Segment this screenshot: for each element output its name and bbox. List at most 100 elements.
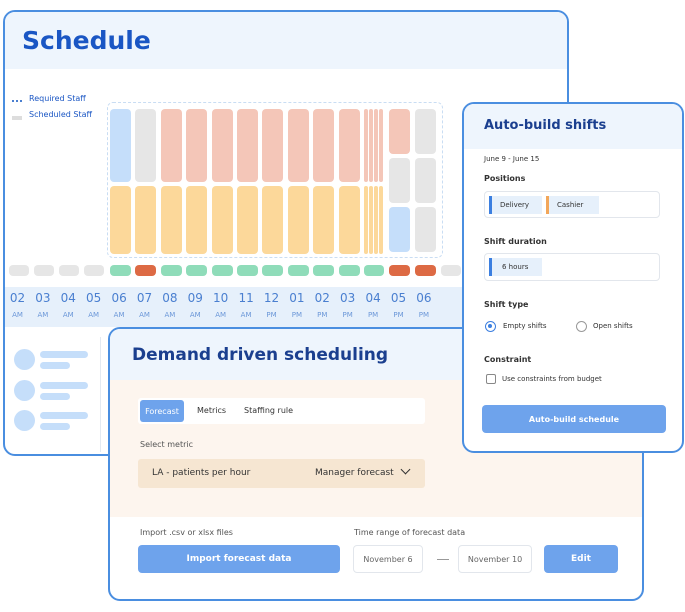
header	[464, 104, 682, 149]
hour: 04	[365, 291, 381, 305]
status-pill	[237, 265, 258, 276]
hour: 03	[35, 291, 51, 305]
tab[interactable]: Staffing rule	[244, 406, 294, 415]
name-bar	[40, 423, 70, 430]
chip[interactable]: Delivery	[489, 196, 542, 214]
hour: 11	[238, 291, 254, 305]
shift-block	[389, 109, 410, 154]
radio[interactable]	[576, 321, 587, 332]
tab[interactable]: Metrics	[197, 406, 227, 415]
hour: 06	[111, 291, 127, 305]
shift-block	[374, 186, 378, 254]
label: Shift type	[484, 300, 529, 309]
period: PM	[266, 311, 277, 319]
hour: 09	[187, 291, 203, 305]
shift-block	[110, 186, 131, 254]
legend-swatch	[12, 100, 22, 102]
tabs	[138, 398, 425, 424]
period: AM	[113, 311, 125, 319]
edit-button[interactable]: Edit	[544, 545, 618, 573]
auto-build-button[interactable]: Auto-build schedule	[482, 405, 666, 433]
shift-block	[186, 186, 208, 254]
shift-block	[237, 109, 258, 182]
header	[5, 12, 567, 69]
shift-block	[313, 186, 335, 254]
period: PM	[342, 311, 353, 319]
status-pill	[186, 265, 208, 276]
date-input[interactable]: November 6	[353, 545, 423, 573]
period: PM	[367, 311, 379, 319]
status-pill	[441, 265, 461, 276]
status-pill	[110, 265, 131, 276]
avatar	[14, 380, 35, 401]
shift-block	[338, 109, 360, 182]
shift-block	[160, 109, 182, 182]
chip[interactable]: 6 hours	[489, 258, 542, 276]
status-pill	[262, 265, 284, 276]
hour: 10	[213, 291, 229, 305]
period: PM	[393, 311, 404, 319]
status-pill	[135, 265, 157, 276]
period: AM	[37, 311, 49, 319]
hours: 02 AM 03 AM 04 AM 05 AM 06 AM 07 AM 08 AM 09 AM 10 AM 11 AM…	[5, 287, 567, 327]
tab[interactable]: Forecast	[140, 400, 184, 422]
auto-build-card: Auto-build shifts June 9 - June 15 Posit…	[462, 102, 684, 453]
name-bar	[40, 393, 70, 400]
shift-block	[389, 207, 410, 252]
status-pill	[364, 265, 384, 276]
shift-block	[211, 109, 233, 182]
import-button[interactable]: Import forecast data	[138, 545, 340, 573]
status-pill	[9, 265, 29, 276]
name-bar	[40, 412, 88, 419]
shift-block	[338, 186, 360, 254]
shift-block	[237, 186, 258, 254]
period: AM	[62, 311, 74, 319]
shift-block	[262, 109, 284, 182]
shift-block	[369, 109, 373, 182]
label: Constraint	[484, 355, 532, 364]
shift-bars	[5, 12, 567, 454]
avatar	[14, 349, 35, 370]
status-pill	[415, 265, 436, 276]
radio-label: Empty shifts	[503, 322, 547, 330]
radio[interactable]	[485, 321, 496, 332]
name-bar	[40, 351, 88, 358]
hour: 03	[340, 291, 356, 305]
period: AM	[88, 311, 100, 319]
hour: 08	[162, 291, 178, 305]
demand-card: Demand driven scheduling Forecast Metric…	[108, 327, 644, 601]
date-range: June 9 - June 15	[484, 155, 540, 163]
status-pill	[84, 265, 104, 276]
name-bar	[40, 382, 88, 389]
period: PM	[291, 311, 303, 319]
people	[5, 337, 105, 454]
label: Select metric	[140, 440, 193, 449]
shift-block	[389, 158, 410, 203]
shift-block	[364, 109, 368, 182]
hour: 07	[136, 291, 153, 305]
shift-block	[415, 158, 436, 203]
chip[interactable]: Cashier	[546, 196, 599, 214]
period: PM	[418, 311, 430, 319]
avatar	[14, 410, 35, 431]
shift-block	[379, 109, 383, 182]
period: AM	[139, 311, 150, 319]
dash	[437, 559, 449, 560]
hour: 05	[390, 291, 407, 305]
hour: 05	[86, 291, 102, 305]
status-pill	[389, 265, 410, 276]
hour: 12	[263, 291, 280, 305]
shift-block	[135, 109, 157, 182]
date-input[interactable]: November 10	[458, 545, 532, 573]
dropdown[interactable]	[138, 459, 425, 488]
metric: LA - patients per hour	[152, 468, 251, 478]
legend-label: Required Staff	[29, 94, 86, 103]
shift-block	[287, 109, 309, 182]
shift-block	[287, 186, 309, 254]
shift-block	[211, 186, 233, 254]
status-pill	[338, 265, 360, 276]
checkbox[interactable]	[486, 374, 496, 384]
status-pill	[59, 265, 79, 276]
status-pill	[160, 265, 182, 276]
